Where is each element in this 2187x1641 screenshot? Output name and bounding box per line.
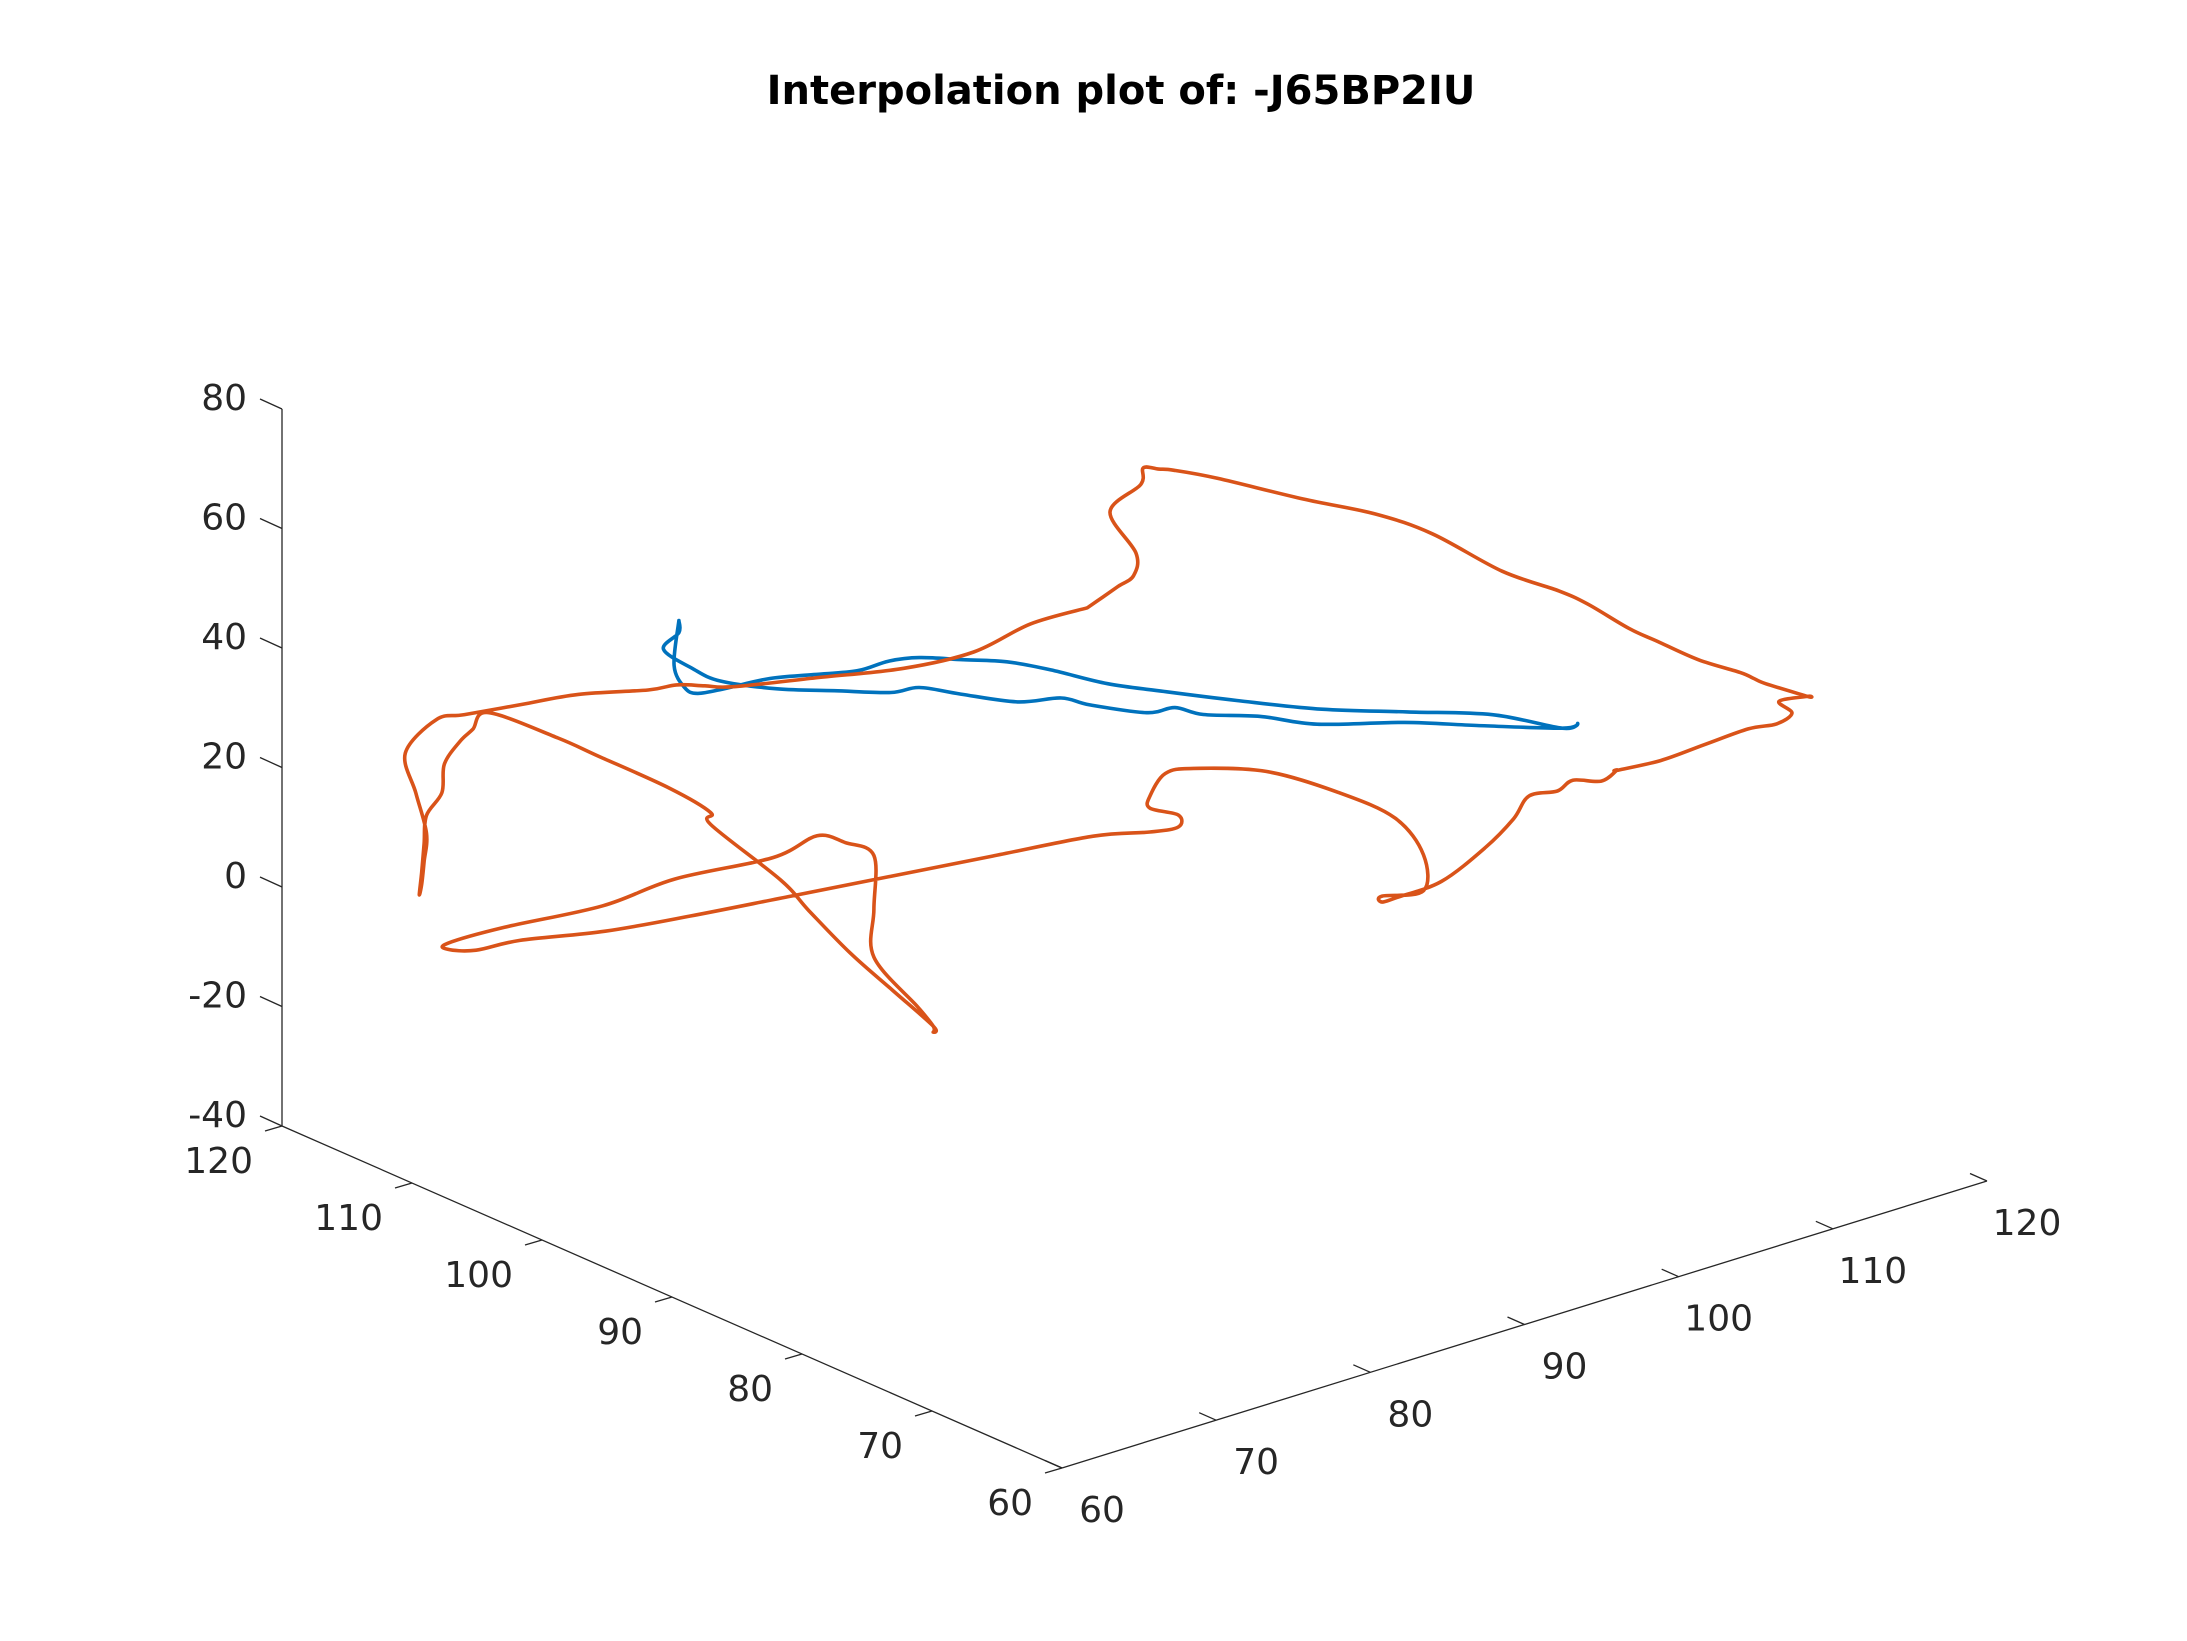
x-tick-mark bbox=[1969, 1172, 1988, 1182]
x-tick-label: 100 bbox=[1684, 1299, 1753, 1340]
y-tick-label: 90 bbox=[597, 1312, 643, 1353]
x-tick-mark bbox=[1044, 1459, 1063, 1469]
z-tick-mark bbox=[259, 637, 283, 649]
x-tick-label: 90 bbox=[1542, 1347, 1588, 1388]
z-tick-label: 60 bbox=[201, 498, 247, 539]
y-tick-label: 80 bbox=[727, 1369, 773, 1410]
z-tick-label: 80 bbox=[201, 378, 247, 419]
z-tick-mark bbox=[259, 876, 283, 888]
y-tick-label: 60 bbox=[987, 1483, 1033, 1524]
x-tick-label: 110 bbox=[1838, 1251, 1907, 1292]
axes: 60 70 80 90 100 110 120 60 70 80 90 100 110 120 -40 -20… bbox=[184, 378, 2061, 1531]
y-tick-label: 70 bbox=[857, 1426, 903, 1467]
x-tick-mark bbox=[1815, 1220, 1834, 1230]
chart-title: Interpolation plot of: -J65BP2IU bbox=[767, 68, 1476, 114]
x-tick-mark bbox=[1198, 1412, 1217, 1421]
y-tick-mark bbox=[264, 1125, 283, 1132]
z-tick-label: 0 bbox=[224, 856, 247, 897]
x-tick-label: 120 bbox=[1993, 1203, 2062, 1244]
x-tick-label: 80 bbox=[1387, 1394, 1433, 1435]
x-tick-mark bbox=[1661, 1268, 1679, 1278]
z-tick-label: -20 bbox=[188, 976, 247, 1017]
z-tick-mark bbox=[259, 995, 283, 1008]
z-tick-label: -40 bbox=[188, 1095, 247, 1136]
y-tick-label: 100 bbox=[444, 1255, 513, 1296]
y-tick-mark bbox=[784, 1353, 803, 1360]
y-tick-label: 120 bbox=[184, 1141, 253, 1182]
z-tick-mark bbox=[259, 398, 283, 410]
series-line-1 bbox=[661, 618, 1580, 731]
x-tick-label: 70 bbox=[1233, 1442, 1279, 1483]
y-tick-label: 110 bbox=[314, 1198, 383, 1239]
z-tick-mark bbox=[259, 517, 283, 530]
z-tick-mark bbox=[259, 1115, 283, 1127]
x-tick-mark bbox=[1353, 1364, 1371, 1373]
x-tick-label: 60 bbox=[1079, 1490, 1125, 1531]
series-line-2 bbox=[402, 465, 1814, 1034]
y-tick-mark bbox=[524, 1239, 543, 1246]
y-tick-mark bbox=[654, 1296, 673, 1303]
x-tick-mark bbox=[1507, 1316, 1525, 1326]
z-tick-mark bbox=[259, 756, 283, 769]
plot-area bbox=[402, 465, 1814, 1034]
y-tick-mark bbox=[394, 1182, 413, 1189]
z-tick-label: 40 bbox=[201, 617, 247, 658]
z-tick-label: 20 bbox=[201, 737, 247, 778]
y-tick-mark bbox=[914, 1410, 933, 1417]
y-tick-mark bbox=[1044, 1467, 1063, 1474]
